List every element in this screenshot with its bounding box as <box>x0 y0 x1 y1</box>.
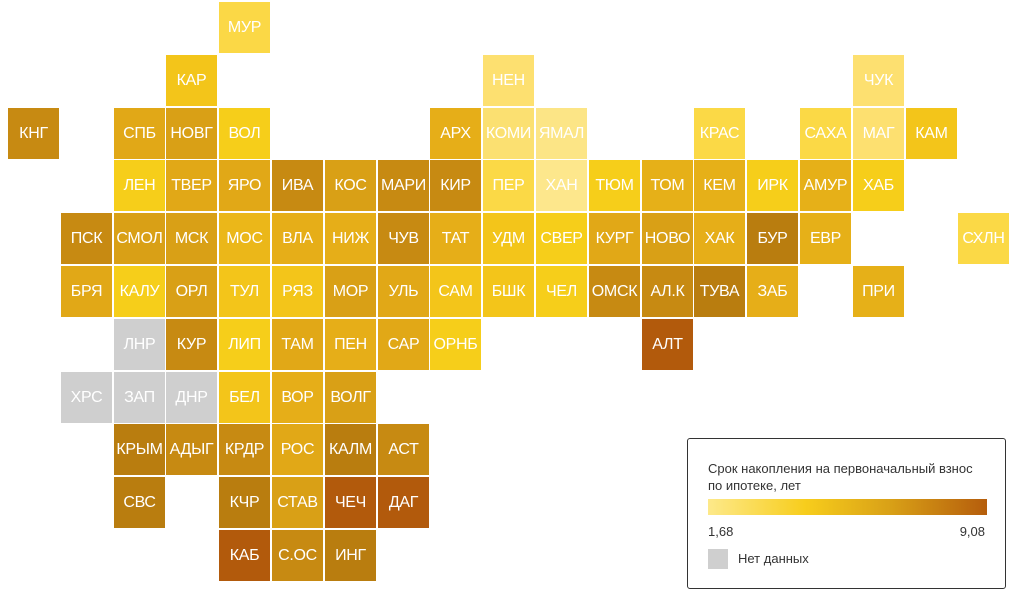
region-tile: СВС <box>114 477 165 528</box>
legend-min-label: 1,68 <box>708 524 734 539</box>
region-tile: КАЛМ <box>325 424 376 475</box>
legend-no-data-label: Нет данных <box>738 551 809 566</box>
region-tile: ТАМ <box>272 319 323 370</box>
region-tile: ЛНР <box>114 319 165 370</box>
region-tile: КАМ <box>906 108 957 159</box>
legend-title: Срок накопления на первоначальный взнос … <box>708 461 973 493</box>
region-tile: УЛЬ <box>378 266 429 317</box>
region-tile: ТАТ <box>430 213 481 264</box>
region-tile: С.ОС <box>272 530 323 581</box>
region-tile: АРХ <box>430 108 481 159</box>
region-tile: АДЫГ <box>166 424 217 475</box>
region-tile: ЧЕЛ <box>536 266 587 317</box>
region-tile: ЛЕН <box>114 160 165 211</box>
region-tile: ЧЕЧ <box>325 477 376 528</box>
region-tile: МОР <box>325 266 376 317</box>
region-tile: ОРЛ <box>166 266 217 317</box>
region-tile: КРАС <box>694 108 745 159</box>
region-tile: НОВГ <box>166 108 217 159</box>
legend-color-scale <box>708 499 987 515</box>
region-tile: СМОЛ <box>114 213 165 264</box>
region-tile: СТАВ <box>272 477 323 528</box>
region-tile: ЧУК <box>853 55 904 106</box>
region-tile: АЛТ <box>642 319 693 370</box>
region-tile: КИР <box>430 160 481 211</box>
region-tile: БУР <box>747 213 798 264</box>
region-tile: ПРИ <box>853 266 904 317</box>
region-tile: САМ <box>430 266 481 317</box>
region-tile: ТУЛ <box>219 266 270 317</box>
region-tile: ЗАП <box>114 372 165 423</box>
region-tile: ОМСК <box>589 266 640 317</box>
legend-max-label: 9,08 <box>959 524 985 539</box>
region-tile: АМУР <box>800 160 851 211</box>
region-tile: ПЕР <box>483 160 534 211</box>
region-tile: КАБ <box>219 530 270 581</box>
region-tile: СХЛН <box>958 213 1009 264</box>
region-tile: ТЮМ <box>589 160 640 211</box>
region-tile: МУР <box>219 2 270 53</box>
region-tile: ДНР <box>166 372 217 423</box>
region-tile: ПСК <box>61 213 112 264</box>
region-tile: САР <box>378 319 429 370</box>
region-tile: ХАН <box>536 160 587 211</box>
region-tile: НОВО <box>642 213 693 264</box>
region-tile: СВЕР <box>536 213 587 264</box>
region-tile: МОС <box>219 213 270 264</box>
region-tile: ТУВА <box>694 266 745 317</box>
region-tile: АЛ.К <box>642 266 693 317</box>
region-tile: ПЕН <box>325 319 376 370</box>
region-tile: БЕЛ <box>219 372 270 423</box>
legend: Срок накопления на первоначальный взнос … <box>687 438 1006 589</box>
region-tile: ОРНБ <box>430 319 481 370</box>
region-tile: ЯМАЛ <box>536 108 587 159</box>
region-tile: КУР <box>166 319 217 370</box>
region-tile: БШК <box>483 266 534 317</box>
region-tile: ТОМ <box>642 160 693 211</box>
region-tile: КОМИ <box>483 108 534 159</box>
region-tile: КЧР <box>219 477 270 528</box>
region-tile: ЯРО <box>219 160 270 211</box>
region-tile: МАРИ <box>378 160 429 211</box>
region-tile: САХА <box>800 108 851 159</box>
region-tile: ЗАБ <box>747 266 798 317</box>
region-tile: ХРС <box>61 372 112 423</box>
region-tile: ВОР <box>272 372 323 423</box>
region-tile: ЕВР <box>800 213 851 264</box>
region-tile: КРДР <box>219 424 270 475</box>
region-tile: РЯЗ <box>272 266 323 317</box>
region-tile: ИНГ <box>325 530 376 581</box>
region-tile: НИЖ <box>325 213 376 264</box>
region-tile: ТВЕР <box>166 160 217 211</box>
region-tile: СПБ <box>114 108 165 159</box>
region-tile: ЛИП <box>219 319 270 370</box>
region-tile: БРЯ <box>61 266 112 317</box>
region-tile: КАР <box>166 55 217 106</box>
region-tile: ВЛА <box>272 213 323 264</box>
region-tile: ДАГ <box>378 477 429 528</box>
region-tile: ВОЛГ <box>325 372 376 423</box>
region-tile: КРЫМ <box>114 424 165 475</box>
region-tile: УДМ <box>483 213 534 264</box>
region-tile: ХАК <box>694 213 745 264</box>
region-tile: ЧУВ <box>378 213 429 264</box>
region-tile: ХАБ <box>853 160 904 211</box>
region-tile: КНГ <box>8 108 59 159</box>
region-tile: АСТ <box>378 424 429 475</box>
legend-no-data-swatch <box>708 549 728 569</box>
region-tile: ИРК <box>747 160 798 211</box>
region-tile: НЕН <box>483 55 534 106</box>
region-tile: КОС <box>325 160 376 211</box>
region-tile: МСК <box>166 213 217 264</box>
region-tile: КУРГ <box>589 213 640 264</box>
region-tile: ИВА <box>272 160 323 211</box>
region-tile: ВОЛ <box>219 108 270 159</box>
region-tile: КАЛУ <box>114 266 165 317</box>
region-tile: КЕМ <box>694 160 745 211</box>
region-tile: МАГ <box>853 108 904 159</box>
region-tile: РОС <box>272 424 323 475</box>
